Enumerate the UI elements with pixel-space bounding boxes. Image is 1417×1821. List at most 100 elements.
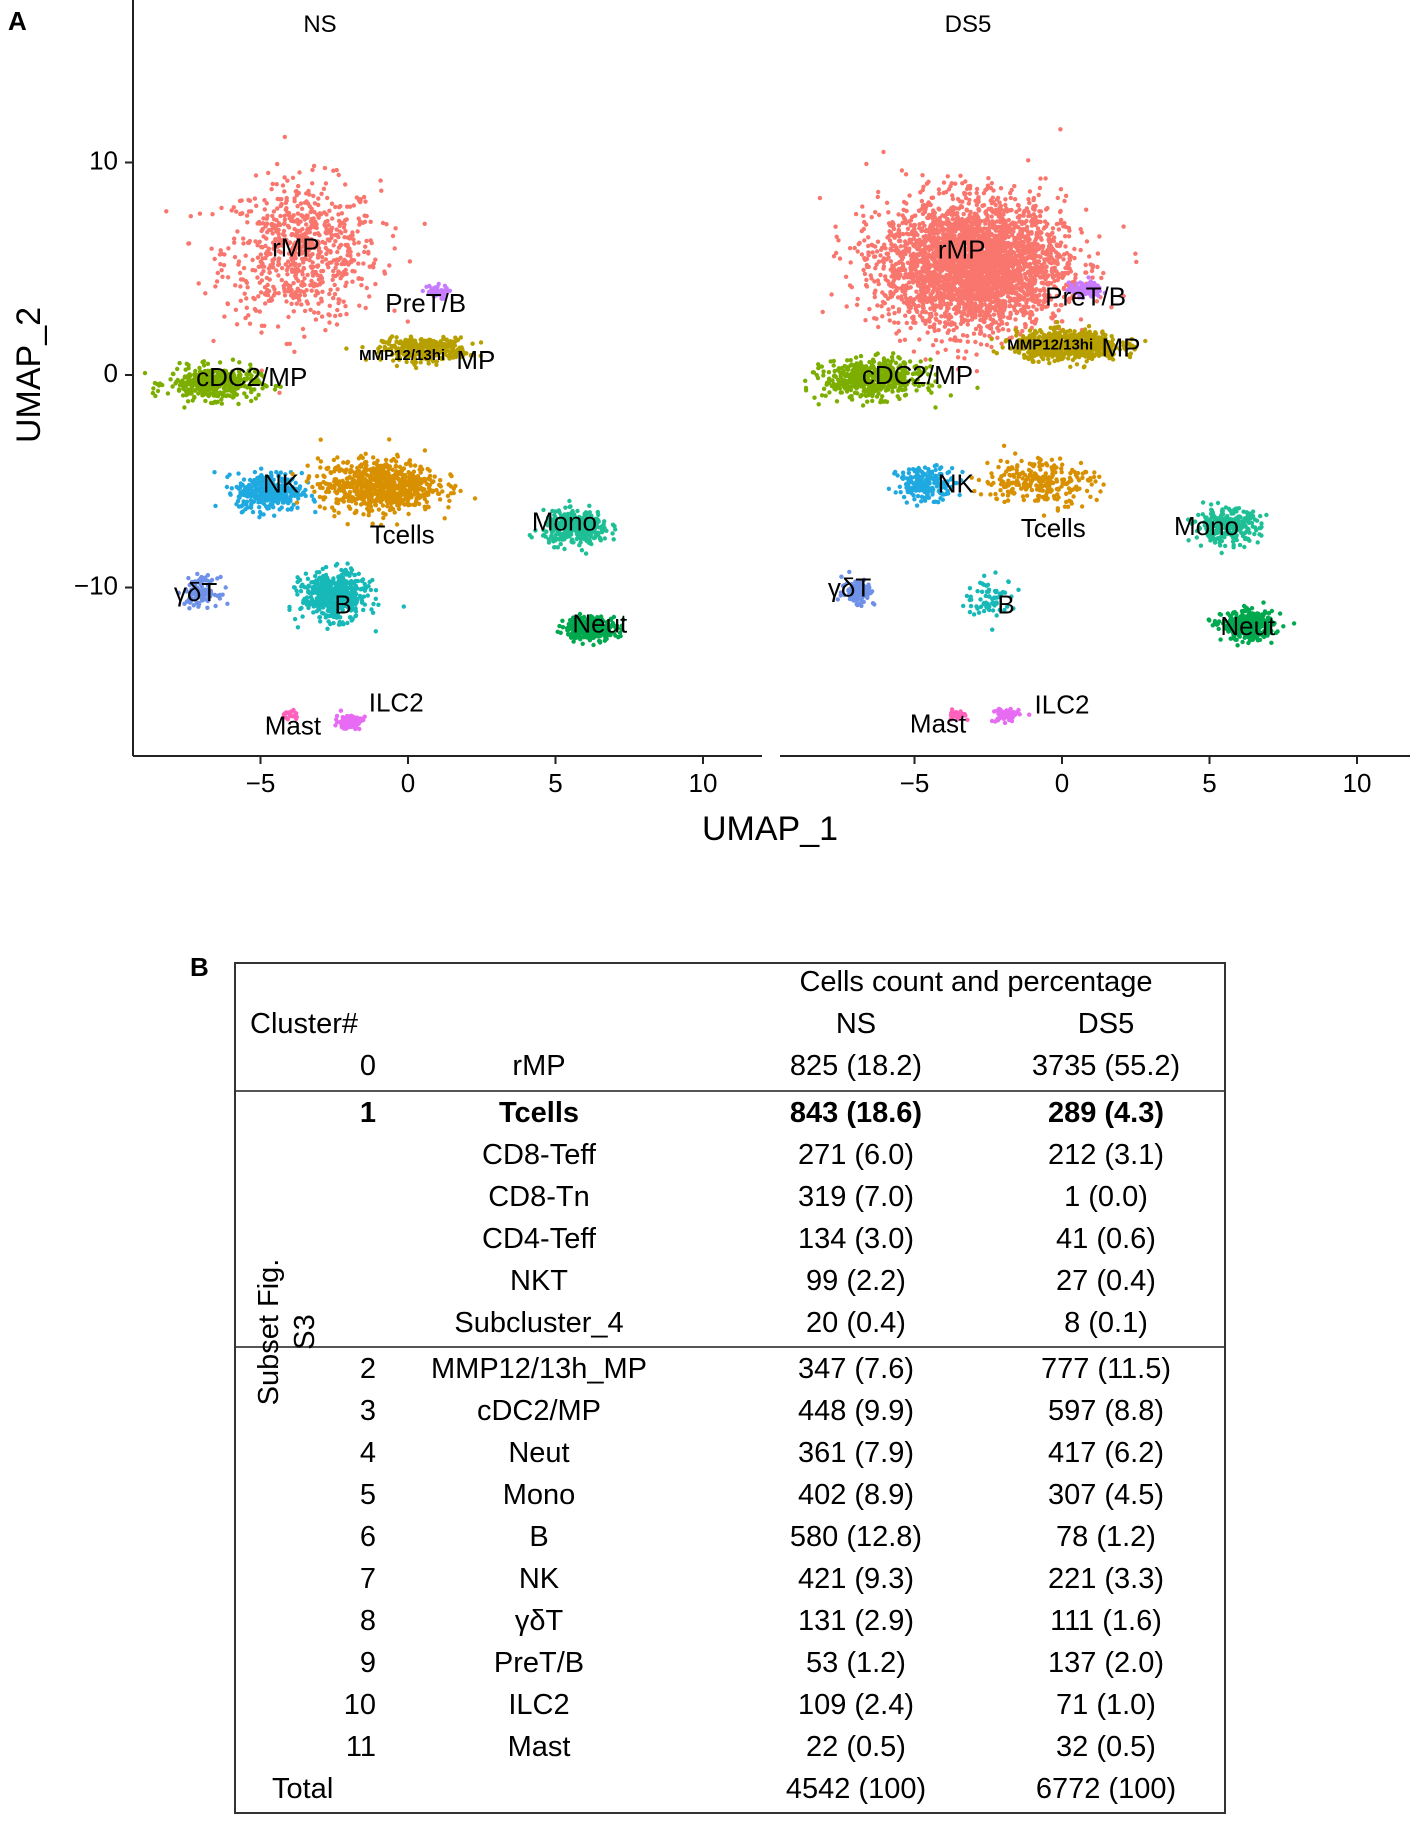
point: [333, 239, 338, 244]
point: [440, 489, 445, 494]
point: [316, 585, 321, 591]
point: [371, 601, 376, 607]
point: [350, 495, 355, 500]
point: [318, 273, 323, 279]
point: [345, 235, 350, 240]
point: [296, 183, 301, 189]
point: [362, 213, 367, 218]
point: [339, 572, 344, 578]
point: [407, 338, 412, 343]
point: [886, 307, 891, 312]
point: [331, 295, 336, 301]
point: [272, 287, 277, 292]
point: [362, 466, 367, 471]
point: [327, 584, 333, 590]
point: [323, 181, 329, 186]
point: [305, 201, 311, 206]
point: [306, 476, 311, 481]
point: [897, 338, 903, 343]
point: [223, 585, 228, 590]
point: [334, 322, 340, 327]
point: [266, 506, 271, 511]
point: [381, 511, 386, 516]
point: [288, 283, 293, 289]
point: [327, 320, 332, 325]
point: [274, 218, 279, 223]
point: [296, 278, 301, 284]
point: [367, 264, 372, 269]
point: [1045, 206, 1050, 211]
point: [389, 490, 394, 495]
point: [362, 249, 367, 255]
point: [390, 494, 395, 499]
point: [174, 379, 179, 384]
point: [397, 464, 403, 470]
point: [424, 499, 429, 505]
point: [366, 249, 371, 255]
point: [356, 252, 361, 257]
point: [339, 483, 345, 488]
point: [973, 339, 978, 345]
point: [406, 511, 411, 517]
point: [383, 464, 388, 469]
point: [352, 572, 358, 578]
point: [361, 501, 366, 506]
point: [211, 393, 217, 398]
point: [369, 487, 374, 493]
point: [359, 599, 365, 604]
point: [387, 437, 392, 442]
point: [262, 207, 267, 212]
point: [458, 488, 463, 494]
point: [295, 211, 301, 216]
point: [361, 194, 367, 200]
point: [297, 170, 302, 175]
point: [317, 282, 322, 287]
point: [243, 253, 248, 258]
point: [354, 508, 359, 514]
point: [935, 350, 940, 355]
point: [227, 472, 232, 477]
point: [203, 398, 208, 404]
point: [277, 390, 282, 395]
point: [438, 478, 443, 483]
point: [180, 393, 186, 398]
point: [327, 208, 332, 213]
point: [349, 464, 354, 469]
point: [334, 167, 339, 173]
point: [274, 268, 279, 273]
point: [427, 483, 432, 488]
point: [550, 538, 555, 543]
point: [298, 606, 303, 612]
point: [602, 536, 607, 541]
point: [294, 301, 299, 306]
point: [365, 506, 370, 511]
point: [338, 312, 343, 318]
point: [411, 481, 416, 486]
point: [306, 188, 311, 194]
point: [364, 238, 369, 244]
point: [378, 178, 383, 183]
point: [257, 309, 262, 314]
point: [283, 280, 289, 285]
point: [312, 201, 318, 206]
point: [236, 259, 242, 264]
point: [372, 490, 378, 495]
point: [405, 319, 410, 324]
point: [238, 284, 243, 289]
point: [451, 490, 456, 496]
point: [369, 240, 374, 246]
y-axis-ticks: 100−10: [74, 145, 133, 600]
point: [197, 211, 203, 216]
point: [335, 249, 340, 255]
point: [367, 294, 372, 299]
point: [855, 249, 860, 254]
point: [247, 238, 252, 244]
point: [325, 195, 330, 201]
point: [232, 240, 237, 245]
point: [293, 233, 298, 238]
point: [300, 582, 305, 587]
cluster-pret-b: [420, 281, 453, 302]
point: [320, 239, 325, 245]
point: [357, 489, 363, 494]
point: [424, 341, 429, 346]
